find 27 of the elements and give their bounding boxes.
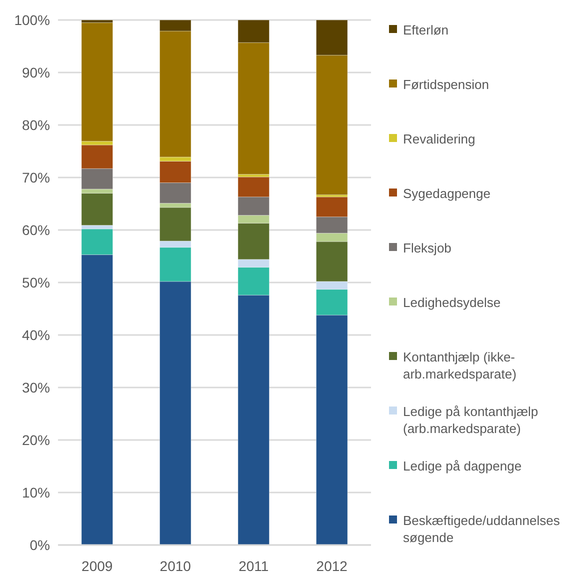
y-tick-label: 70%	[22, 169, 50, 186]
y-tick-label: 80%	[22, 116, 50, 133]
legend-label: Førtidspension	[403, 77, 489, 92]
y-tick-label: 60%	[22, 222, 50, 238]
legend-label: Beskæftigede/uddannelsessøgende	[403, 513, 560, 545]
y-tick-label: 50%	[22, 274, 50, 290]
x-tick-label: 2009	[82, 558, 113, 574]
legend-label: Efterløn	[403, 22, 449, 38]
legend-label: Ledige på kontanthjælp (arb.markedsparate)	[403, 404, 538, 436]
bar	[81, 22, 114, 142]
bar	[81, 193, 114, 226]
x-tick-label: 2012	[316, 558, 348, 574]
y-tick-label: 40%	[22, 326, 50, 343]
y-tick-label: 30%	[22, 379, 50, 396]
y-tick-label: 10%	[22, 484, 50, 500]
legend-label: Sygedagpenge	[403, 186, 490, 202]
y-tick-label: 90%	[22, 64, 50, 80]
legend-label: Ledighedsydelse	[403, 295, 501, 310]
y-tick-label: 20%	[22, 432, 50, 448]
y-tick-label: 100%	[14, 12, 50, 28]
x-tick-label: 2011	[238, 558, 269, 574]
legend-label: Ledige på dagpenge	[403, 458, 522, 474]
legend-label: Kontanthjælp (ikke-arb.markedsparate)	[403, 350, 516, 382]
x-tick-label: 2010	[160, 558, 192, 574]
y-tick-label: 0%	[30, 536, 50, 553]
legend-label: Fleksjob	[403, 240, 452, 256]
legend-label: Revalidering	[403, 132, 476, 147]
